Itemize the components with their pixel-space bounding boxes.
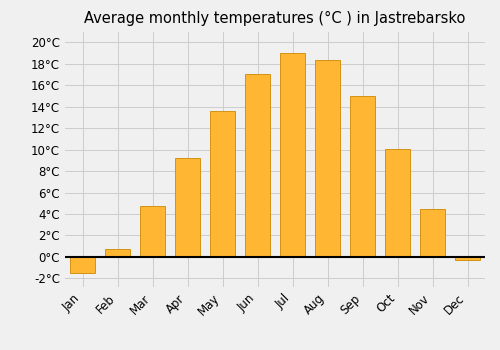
Bar [70,257,95,273]
Bar [280,53,305,257]
Bar [350,96,375,257]
Bar [140,206,165,257]
Bar [316,61,340,257]
Bar [245,75,270,257]
Bar [420,209,445,257]
Title: Average monthly temperatures (°C ) in Jastrebarsko: Average monthly temperatures (°C ) in Ja… [84,11,466,26]
Bar [455,257,480,260]
Bar [105,250,130,257]
Bar [385,148,410,257]
Bar [176,158,200,257]
Bar [210,111,235,257]
